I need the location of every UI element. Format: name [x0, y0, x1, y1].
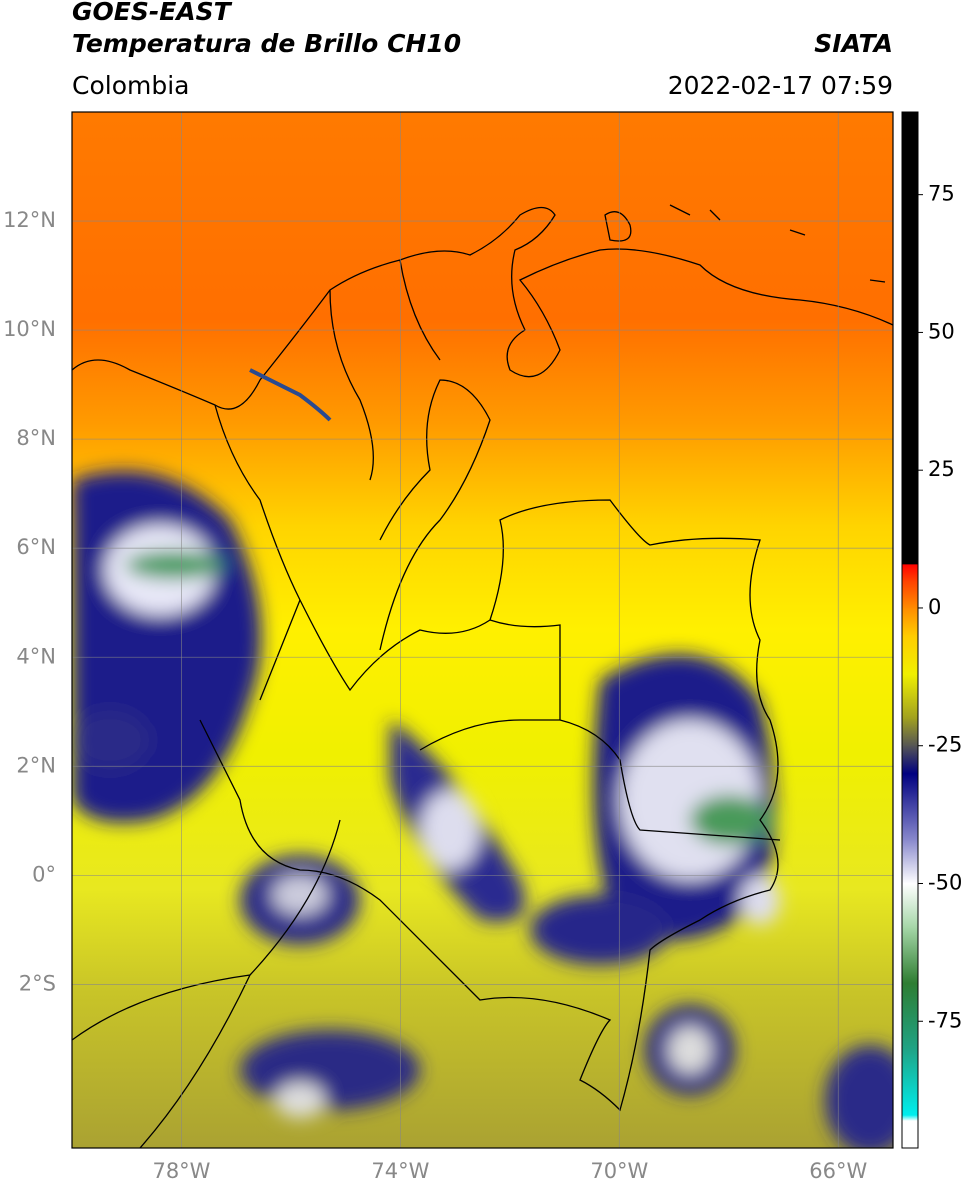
x-tick-label: 70°W: [590, 1159, 648, 1183]
y-tick-label: 10°N: [3, 317, 56, 341]
source: SIATA: [814, 29, 893, 58]
colorbar-segment: [902, 839, 918, 884]
colorbar-segment: [902, 580, 918, 609]
colorbar-tick-label: -50: [928, 870, 962, 894]
colorbar-segment: [902, 927, 918, 984]
satellite-image: [72, 112, 893, 1148]
subtitle: Temperatura de Brillo CH10: [72, 29, 461, 58]
x-tick-label: 74°W: [371, 1159, 429, 1183]
colorbar-tick-label: -75: [928, 1008, 962, 1032]
colorbar: 75 50 25 0 -25 -50 -75: [902, 112, 962, 1149]
colorbar-tick-label: 50: [928, 319, 955, 343]
colorbar-tick-label: 75: [928, 182, 955, 206]
colorbar-tick-label: 25: [928, 457, 955, 481]
title: GOES-EAST: [72, 0, 233, 26]
colorbar-segment: [902, 883, 918, 929]
graticule: [72, 112, 893, 1148]
y-tick-label: 6°N: [16, 535, 56, 559]
colorbar-segment: [902, 112, 918, 565]
colorbar-segment: [902, 674, 918, 719]
colorbar-segment: [902, 1114, 918, 1121]
colorbar-segment: [902, 635, 918, 675]
colorbar-segment: [902, 1120, 918, 1149]
y-tick-label: 8°N: [16, 426, 56, 450]
colorbar-frame: [901, 111, 919, 1149]
colorbar-segment: [902, 718, 918, 747]
colorbar-segment: [902, 773, 918, 840]
y-tick-label: 4°N: [16, 644, 56, 668]
y-tick-label: 2°S: [19, 971, 56, 995]
colorbar-tick-label: 0: [928, 595, 941, 619]
y-tick-label: 0°: [32, 862, 56, 886]
datetime: 2022-02-17 07:59: [668, 71, 893, 100]
x-tick-label: 66°W: [809, 1159, 867, 1183]
colorbar-segment: [902, 1048, 918, 1116]
map-frame: [71, 111, 894, 1149]
region: Colombia: [72, 71, 189, 100]
colorbar-segment: [902, 563, 918, 581]
y-tick-label: 12°N: [3, 208, 56, 232]
colorbar-segment: [902, 607, 918, 637]
colorbar-segment: [902, 745, 918, 774]
colorbar-tick-label: -25: [928, 733, 962, 757]
colorbar-segment: [902, 982, 918, 1050]
x-tick-label: 78°W: [152, 1159, 210, 1183]
y-tick-label: 2°N: [16, 753, 56, 777]
